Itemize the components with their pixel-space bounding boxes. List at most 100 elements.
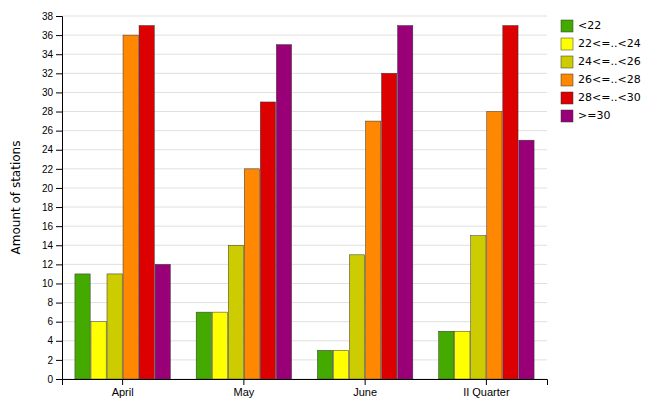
y-tick-mark (56, 207, 62, 208)
bar (196, 312, 211, 379)
y-tick: 4 (47, 335, 62, 346)
y-tick-mark (56, 54, 62, 55)
bar (398, 26, 413, 379)
legend-swatch (561, 56, 573, 68)
legend-swatch (561, 20, 573, 32)
bar (455, 331, 470, 379)
bar (123, 35, 138, 379)
bar (155, 264, 170, 379)
y-tick-label: 28 (42, 106, 54, 117)
y-tick: 38 (42, 11, 62, 22)
plot: 02468101214161820222426283032343638April… (42, 11, 548, 398)
legend-item: >=30 (561, 109, 610, 122)
y-tick-mark (56, 131, 62, 132)
y-tick: 34 (42, 49, 62, 60)
y-tick: 16 (42, 221, 62, 232)
y-tick: 6 (47, 316, 62, 327)
bar (333, 350, 348, 379)
y-tick-label: 2 (47, 355, 53, 366)
legend-swatch (561, 92, 573, 104)
legend-swatch (561, 110, 573, 122)
y-tick: 20 (42, 183, 62, 194)
bar (503, 26, 518, 379)
y-tick-label: 10 (42, 278, 54, 289)
bar (317, 350, 332, 379)
grid (62, 16, 547, 379)
y-tick-label: 38 (42, 11, 54, 22)
legend-swatch (561, 38, 573, 50)
bar-series (139, 26, 518, 379)
bar (382, 73, 397, 379)
x-tick-label: April (112, 386, 134, 398)
y-tick-label: 8 (47, 297, 53, 308)
legend-swatch (561, 74, 573, 86)
y-tick: 24 (42, 144, 62, 155)
legend-label: 24<=..<26 (578, 55, 641, 68)
x-tick-label: II Quarter (463, 386, 510, 398)
y-tick: 36 (42, 30, 62, 41)
y-tick-label: 20 (42, 183, 54, 194)
bar (75, 274, 90, 379)
bar (349, 255, 364, 379)
y-tick-label: 12 (42, 259, 54, 270)
y-tick-label: 34 (42, 49, 54, 60)
grid-line (62, 16, 547, 17)
legend-label: <22 (578, 19, 601, 32)
y-tick-label: 18 (42, 202, 54, 213)
bar (276, 45, 291, 379)
x-tick: II Quarter (463, 379, 510, 398)
y-tick-mark (56, 303, 62, 304)
y-tick-mark (56, 73, 62, 74)
y-tick: 8 (47, 297, 62, 308)
x-tick: June (353, 379, 377, 398)
y-tick-label: 4 (47, 335, 53, 346)
legend-label: 28<=..<30 (578, 91, 641, 104)
y-tick-label: 32 (42, 68, 54, 79)
y-tick-mark (56, 150, 62, 151)
y-tick-mark (56, 283, 62, 284)
bars (75, 26, 534, 379)
bar (228, 245, 243, 379)
y-tick: 32 (42, 68, 62, 79)
x-axis: April May June II Quarter (63, 379, 548, 398)
bar (212, 312, 227, 379)
y-tick: 12 (42, 259, 62, 270)
y-tick-label: 30 (42, 87, 54, 98)
y-tick: 10 (42, 278, 62, 289)
bar (487, 112, 502, 379)
chart: 02468101214161820222426283032343638April… (0, 0, 667, 415)
x-tick: April (112, 379, 134, 398)
x-tick-label: May (233, 386, 254, 398)
y-tick-mark (56, 322, 62, 323)
y-axis-title: Amount of stations (9, 141, 23, 255)
bar-series (155, 26, 534, 379)
y-tick-mark (56, 112, 62, 113)
y-tick-mark (56, 226, 62, 227)
y-tick-mark (56, 169, 62, 170)
y-tick: 2 (47, 355, 62, 366)
x-tick-mark (243, 379, 244, 385)
bar-series (123, 35, 502, 379)
y-tick: 0 (47, 374, 62, 385)
legend-item: 22<=..<24 (561, 37, 641, 50)
legend-item: <22 (561, 19, 601, 32)
bar (244, 169, 259, 379)
bar (519, 140, 534, 379)
y-tick-label: 6 (47, 316, 53, 327)
y-tick-label: 24 (42, 144, 54, 155)
y-tick-mark (56, 379, 62, 380)
y-tick-label: 26 (42, 125, 54, 136)
bar (91, 322, 106, 379)
legend-item: 26<=..<28 (561, 73, 641, 86)
y-tick-label: 22 (42, 164, 54, 175)
y-tick: 18 (42, 202, 62, 213)
legend-item: 28<=..<30 (561, 91, 641, 104)
legend-label: 26<=..<28 (578, 73, 641, 86)
legend: <22 22<=..<24 24<=..<26 26<=..<28 28<=..<30 >… (561, 19, 641, 122)
x-tick: May (233, 379, 254, 398)
x-tick-label: June (353, 386, 377, 398)
x-tick-mark (365, 379, 366, 385)
y-tick-label: 36 (42, 30, 54, 41)
y-tick: 26 (42, 125, 62, 136)
y-tick: 28 (42, 106, 62, 117)
